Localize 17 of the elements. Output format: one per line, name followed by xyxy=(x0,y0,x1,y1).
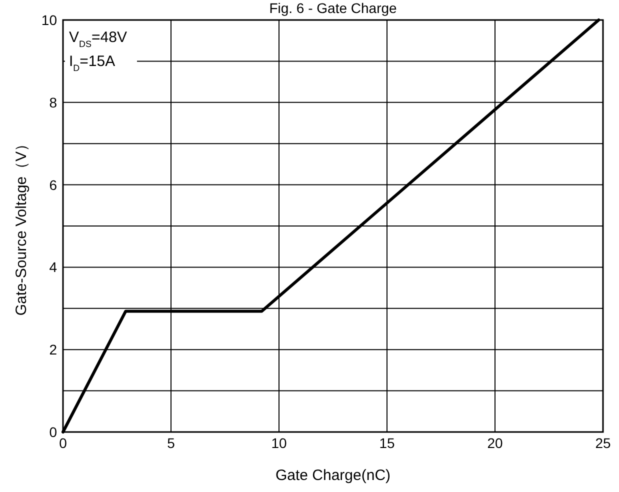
x-tick-label: 20 xyxy=(487,435,503,451)
x-tick-label: 0 xyxy=(59,435,68,451)
x-tick-label: 25 xyxy=(595,435,611,451)
y-tick-label: 10 xyxy=(41,12,58,28)
y-axis-title: Gate-Source Voltage（V） xyxy=(13,136,30,316)
y-tick-label: 4 xyxy=(49,259,58,276)
y-tick-label: 8 xyxy=(49,94,58,110)
x-tick-label: 10 xyxy=(271,435,287,451)
annotation: I$_{D}$=15A xyxy=(69,53,116,73)
x-axis-title: Gate Charge(nC) xyxy=(275,467,391,484)
x-tick-label: 5 xyxy=(167,435,176,451)
x-tick-label: 15 xyxy=(379,435,395,451)
annotation: V$_{DS}$=48V xyxy=(69,29,127,49)
chart-title: Fig. 6 - Gate Charge xyxy=(269,0,398,16)
y-tick-label: 0 xyxy=(49,424,58,440)
y-tick-label: 6 xyxy=(49,176,58,193)
y-tick-label: 2 xyxy=(49,342,58,358)
